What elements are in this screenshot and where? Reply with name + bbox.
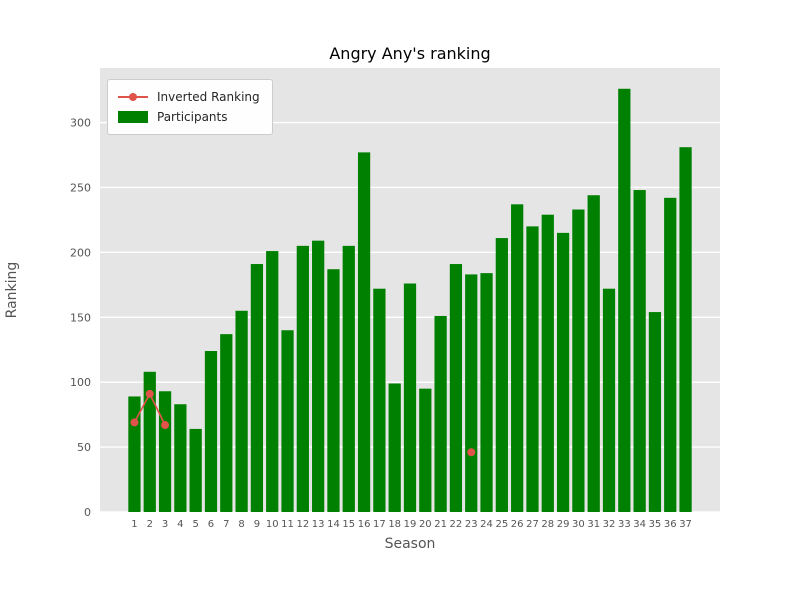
x-tick-label: 32 bbox=[603, 519, 616, 530]
y-axis-label: Ranking bbox=[4, 261, 20, 319]
line-marker bbox=[161, 421, 170, 430]
x-tick-label: 29 bbox=[557, 519, 570, 530]
x-tick-label: 3 bbox=[162, 519, 168, 530]
bar bbox=[526, 226, 539, 512]
x-axis-label: Season bbox=[384, 536, 436, 552]
bar bbox=[204, 351, 218, 512]
x-tick-label: 26 bbox=[511, 519, 524, 530]
bar bbox=[220, 334, 233, 512]
x-tick-label: 37 bbox=[679, 519, 692, 530]
bar bbox=[572, 209, 585, 512]
x-tick-label: 13 bbox=[312, 519, 325, 530]
bar bbox=[235, 310, 248, 512]
x-tick-label: 9 bbox=[254, 519, 260, 530]
bar bbox=[434, 315, 447, 512]
bar bbox=[495, 238, 508, 512]
y-tick-label: 100 bbox=[70, 376, 91, 389]
y-tick-label: 300 bbox=[70, 117, 91, 130]
legend-patch-icon bbox=[118, 110, 148, 124]
bar bbox=[541, 214, 554, 512]
bar bbox=[556, 232, 570, 512]
line-marker bbox=[130, 418, 139, 427]
x-tick-label: 5 bbox=[192, 519, 198, 530]
x-tick-label: 23 bbox=[465, 519, 478, 530]
x-tick-label: 11 bbox=[281, 519, 294, 530]
x-tick-label: 18 bbox=[388, 519, 401, 530]
bar bbox=[587, 195, 600, 512]
legend-line-marker-icon bbox=[118, 90, 148, 104]
x-tick-label: 31 bbox=[587, 519, 600, 530]
y-tick-label: 200 bbox=[70, 246, 91, 259]
x-tick-label: 8 bbox=[238, 519, 244, 530]
bar bbox=[312, 240, 325, 512]
bar bbox=[679, 147, 692, 512]
x-tick-label: 24 bbox=[480, 519, 493, 530]
x-tick-label: 12 bbox=[296, 519, 309, 530]
bar bbox=[419, 388, 432, 512]
line-marker bbox=[467, 448, 476, 457]
bar bbox=[128, 396, 141, 512]
x-tick-label: 6 bbox=[208, 519, 214, 530]
x-tick-label: 16 bbox=[358, 519, 371, 530]
y-tick-label: 250 bbox=[70, 181, 91, 194]
x-tick-label: 30 bbox=[572, 519, 585, 530]
y-tick-label: 50 bbox=[77, 441, 91, 454]
chart-title: Angry Any's ranking bbox=[329, 44, 491, 63]
x-tick-label: 20 bbox=[419, 519, 432, 530]
bar bbox=[511, 204, 524, 512]
x-tick-label: 2 bbox=[147, 519, 153, 530]
x-tick-label: 27 bbox=[526, 519, 539, 530]
line-marker bbox=[145, 389, 154, 398]
bar bbox=[281, 330, 294, 512]
bar bbox=[342, 245, 355, 512]
bar bbox=[143, 371, 156, 512]
x-tick-label: 21 bbox=[434, 519, 447, 530]
x-tick-label: 15 bbox=[342, 519, 355, 530]
legend-label: Inverted Ranking bbox=[157, 90, 260, 104]
bar bbox=[357, 152, 371, 512]
x-tick-label: 22 bbox=[450, 519, 463, 530]
bar bbox=[648, 312, 662, 512]
x-tick-label: 36 bbox=[664, 519, 677, 530]
x-tick-label: 4 bbox=[177, 519, 183, 530]
bar bbox=[388, 383, 401, 512]
legend-item-inverted-ranking: Inverted Ranking bbox=[118, 87, 260, 107]
y-tick-label: 0 bbox=[84, 506, 91, 519]
bar bbox=[174, 404, 187, 512]
x-tick-label: 33 bbox=[618, 519, 631, 530]
bar bbox=[403, 283, 417, 512]
bar bbox=[465, 274, 478, 512]
x-tick-label: 17 bbox=[373, 519, 386, 530]
x-tick-label: 34 bbox=[633, 519, 646, 530]
bar bbox=[618, 88, 631, 513]
legend-label: Participants bbox=[157, 110, 228, 124]
x-tick-label: 1 bbox=[131, 519, 137, 530]
bar bbox=[266, 251, 279, 513]
bar bbox=[158, 391, 172, 512]
bar bbox=[664, 197, 677, 512]
bar bbox=[296, 245, 309, 512]
legend-item-participants: Participants bbox=[118, 107, 260, 127]
bar bbox=[373, 288, 386, 512]
y-tick-label: 150 bbox=[70, 311, 91, 324]
bar bbox=[449, 264, 463, 512]
x-tick-label: 35 bbox=[649, 519, 662, 530]
x-tick-label: 19 bbox=[404, 519, 417, 530]
legend: Inverted Ranking Participants bbox=[107, 79, 273, 135]
x-tick-label: 28 bbox=[541, 519, 554, 530]
bar bbox=[602, 288, 616, 512]
x-tick-label: 25 bbox=[495, 519, 508, 530]
bar bbox=[480, 273, 493, 512]
x-tick-label: 7 bbox=[223, 519, 229, 530]
x-tick-label: 14 bbox=[327, 519, 340, 530]
bar bbox=[633, 190, 646, 512]
bar bbox=[327, 269, 340, 512]
bar bbox=[189, 428, 202, 512]
x-tick-label: 10 bbox=[266, 519, 279, 530]
bar bbox=[250, 264, 264, 512]
